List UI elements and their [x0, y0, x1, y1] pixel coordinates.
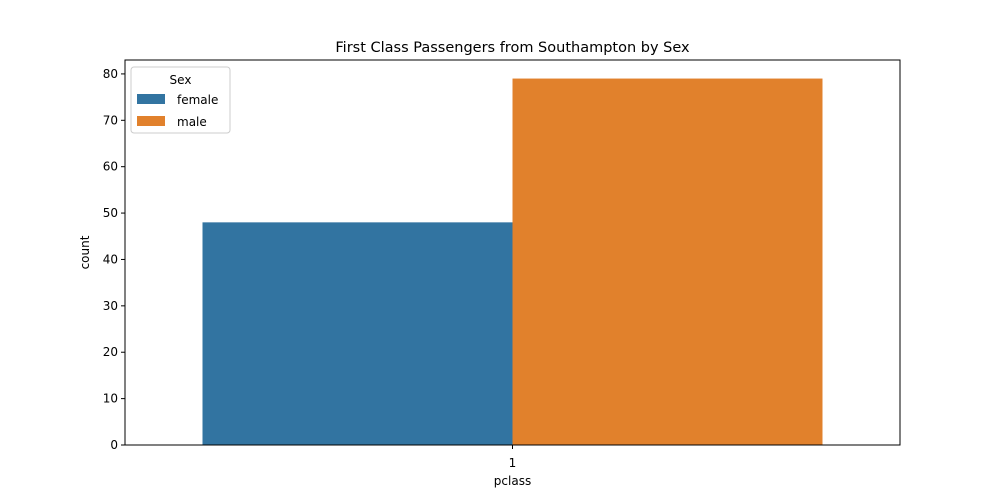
y-axis: 0 10 20 30 40 50 60 70 80 — [103, 67, 125, 452]
y-tick-label: 60 — [103, 160, 118, 174]
x-axis-label: pclass — [494, 474, 531, 488]
y-axis-label: count — [78, 235, 92, 269]
y-tick-label: 80 — [103, 67, 118, 81]
y-tick-label: 40 — [103, 252, 118, 266]
legend: Sex female male — [130, 66, 231, 134]
y-tick-label: 30 — [103, 299, 118, 313]
bar-female — [202, 222, 513, 445]
legend-label-female: female — [177, 93, 218, 107]
legend-swatch-female — [137, 94, 165, 104]
y-tick-label: 0 — [110, 438, 118, 452]
legend-title: Sex — [170, 73, 192, 87]
legend-label-male: male — [177, 115, 207, 129]
chart-title: First Class Passengers from Southampton … — [335, 40, 690, 56]
y-tick-label: 70 — [103, 113, 118, 127]
bar-male — [512, 78, 823, 446]
y-tick-label: 50 — [103, 206, 118, 220]
plot-frame — [124, 59, 901, 446]
legend-items: female male — [137, 93, 218, 129]
bars-group — [202, 78, 823, 446]
x-axis: 1 — [509, 445, 517, 470]
y-tick-label: 20 — [103, 345, 118, 359]
x-tick-label: 1 — [509, 456, 517, 470]
legend-swatch-male — [137, 116, 165, 126]
y-tick-label: 10 — [103, 392, 118, 406]
